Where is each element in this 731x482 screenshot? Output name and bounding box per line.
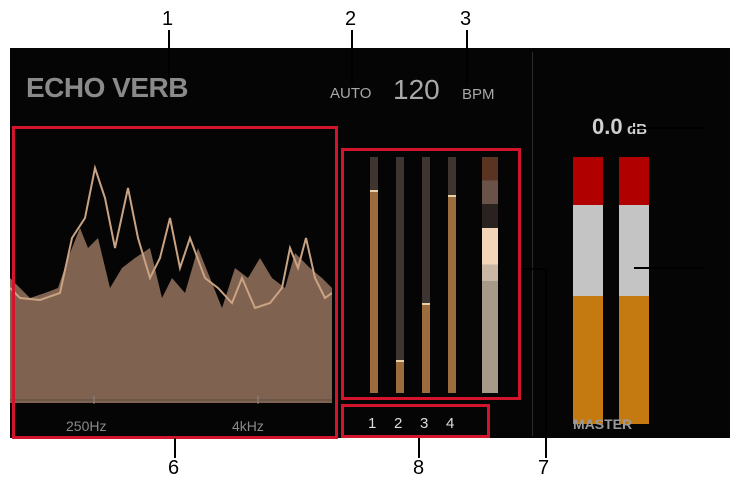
meter-peak-segment bbox=[573, 157, 603, 205]
bpm-value: 120 bbox=[393, 74, 440, 105]
spectrum-fill bbox=[10, 228, 332, 403]
channel-label-4: 4 bbox=[446, 415, 455, 432]
channel-level-track-2 bbox=[396, 157, 404, 393]
freq-label-4khz: 4kHz bbox=[232, 418, 264, 434]
meter-low-segment bbox=[619, 296, 649, 424]
spectrum-line bbox=[10, 164, 332, 310]
callout-6: 6 bbox=[168, 457, 180, 479]
output-level-unit: dB bbox=[627, 121, 648, 138]
leader-line-8 bbox=[418, 438, 420, 458]
tempo-mode: AUTO bbox=[330, 85, 372, 102]
spectrum-display bbox=[10, 164, 332, 404]
callout-7: 7 bbox=[538, 457, 550, 479]
channel-level-track-3 bbox=[422, 157, 430, 393]
channel-label-3: 3 bbox=[420, 415, 429, 432]
master-meter-left bbox=[573, 157, 603, 424]
callout-1: 1 bbox=[162, 8, 174, 30]
meter-peak-segment bbox=[619, 157, 649, 205]
spectrum-callout-box bbox=[12, 126, 338, 439]
leader-line-6 bbox=[174, 438, 176, 458]
channel-level-fill-1 bbox=[370, 190, 378, 393]
leader-line-7-vertical bbox=[545, 268, 547, 458]
effect-name: ECHO VERB bbox=[26, 72, 188, 103]
leader-line-4 bbox=[632, 127, 704, 129]
output-level-value: 0.0 bbox=[592, 114, 623, 139]
channel-label-2: 2 bbox=[394, 415, 403, 432]
combined-level-fill bbox=[482, 228, 498, 393]
leader-line-2 bbox=[351, 30, 353, 84]
output-level-readout: 0.0 dB bbox=[592, 114, 647, 140]
bpm-unit: BPM bbox=[462, 86, 495, 103]
callout-8: 8 bbox=[413, 457, 425, 479]
channel-label-callout-box bbox=[341, 404, 490, 438]
callout-3: 3 bbox=[460, 8, 472, 30]
channel-level-fill-3 bbox=[422, 303, 430, 393]
master-meter-right bbox=[619, 157, 649, 424]
meter-low-segment bbox=[573, 296, 603, 424]
leader-line-3 bbox=[466, 30, 468, 86]
meter-mid-segment bbox=[573, 205, 603, 296]
channel-meter-callout-box bbox=[341, 148, 521, 400]
leader-line-7-horizontal bbox=[521, 268, 547, 270]
leader-line-5 bbox=[634, 267, 704, 269]
channel-label-1: 1 bbox=[368, 415, 377, 432]
freq-label-250hz: 250Hz bbox=[66, 418, 107, 434]
meter-mid-segment bbox=[619, 205, 649, 296]
master-label: MASTER bbox=[573, 416, 633, 432]
channel-level-fill-2 bbox=[396, 360, 404, 393]
leader-line-1 bbox=[168, 30, 170, 80]
callout-2: 2 bbox=[345, 8, 357, 30]
panel-divider bbox=[532, 52, 533, 436]
channel-level-fill-4 bbox=[448, 195, 456, 393]
